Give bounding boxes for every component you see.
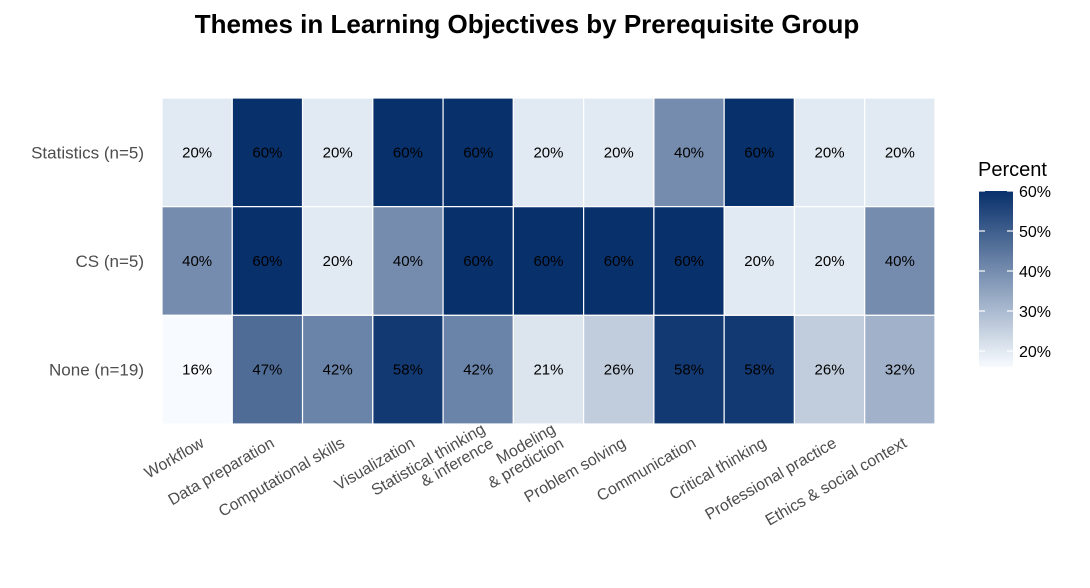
heatmap-cell — [723, 314, 796, 425]
column-label: Statistical thinking& inference — [369, 421, 497, 514]
cell-value-label: 60% — [533, 253, 563, 270]
heatmap-cell — [653, 97, 725, 208]
heatmap-cell — [864, 314, 936, 425]
heatmap-cell — [231, 97, 304, 208]
cell-value-label: 60% — [463, 253, 493, 270]
chart-title: Themes in Learning Objectives by Prerequ… — [195, 9, 860, 39]
cell-value-label: 20% — [182, 144, 212, 161]
heatmap-cell — [793, 206, 866, 316]
heatmap-cell — [161, 97, 233, 208]
column-label: Computational skills — [216, 435, 348, 521]
heatmap-cell — [442, 206, 514, 316]
row-label: Statistics (n=5) — [31, 143, 144, 162]
row-labels: Statistics (n=5) CS (n=5) None (n=19) — [31, 143, 144, 379]
cell-value-label: 40% — [674, 144, 704, 161]
cell-value-label: 26% — [604, 362, 634, 379]
heatmap-cell — [442, 314, 514, 425]
cell-value-label: 20% — [885, 144, 915, 161]
cell-value-label: 20% — [604, 144, 634, 161]
heatmap-cell — [161, 314, 233, 425]
cell-value-label: 32% — [885, 362, 915, 379]
legend-ticks: 60% 50% 40% 30% 20% — [979, 184, 1051, 361]
heatmap-cell — [372, 97, 444, 208]
heatmap-cell — [301, 206, 374, 316]
cell-value-label: 21% — [533, 362, 563, 379]
heatmap-cell — [301, 97, 374, 208]
heatmap-cell — [653, 206, 725, 316]
cell-value-label: 26% — [815, 362, 845, 379]
heatmap-cells: 20% 60% 20% 60% 60% 20% 20% 40% 60% 20% 20% 40% 60% 2… — [161, 97, 936, 425]
row-label: CS (n=5) — [76, 252, 145, 271]
cell-value-label: 60% — [744, 144, 774, 161]
cell-value-label: 20% — [323, 253, 353, 270]
row-label: None (n=19) — [49, 361, 144, 380]
cell-value-label: 60% — [252, 253, 282, 270]
cell-value-label: 40% — [182, 253, 212, 270]
cell-value-label: 60% — [252, 144, 282, 161]
legend-colorbar — [979, 191, 1013, 367]
cell-value-label: 20% — [533, 144, 563, 161]
heatmap-cell — [512, 314, 585, 425]
cell-value-label: 60% — [393, 144, 423, 161]
cell-value-label: 20% — [323, 144, 353, 161]
cell-value-label: 60% — [674, 253, 704, 270]
heatmap-cell — [512, 97, 585, 208]
cell-value-label: 58% — [393, 362, 423, 379]
legend-tick-label: 30% — [1019, 304, 1051, 321]
heatmap-cell — [583, 206, 655, 316]
heatmap-cell — [723, 206, 796, 316]
cell-value-label: 42% — [323, 362, 353, 379]
legend-title: Percent — [978, 159, 1047, 181]
legend-tick-label: 60% — [1019, 184, 1051, 201]
cell-value-label: 58% — [744, 362, 774, 379]
cell-value-label: 60% — [463, 144, 493, 161]
cell-value-label: 40% — [885, 253, 915, 270]
cell-value-label: 20% — [815, 253, 845, 270]
cell-value-label: 20% — [815, 144, 845, 161]
cell-value-label: 60% — [604, 253, 634, 270]
heatmap-cell — [864, 97, 936, 208]
heatmap-cell — [864, 206, 936, 316]
cell-value-label: 58% — [674, 362, 704, 379]
cell-value-label: 47% — [252, 362, 282, 379]
legend-tick-label: 20% — [1019, 344, 1051, 361]
heatmap-cell — [161, 206, 233, 316]
heatmap-cell — [512, 206, 585, 316]
cell-value-label: 16% — [182, 362, 212, 379]
cell-value-label: 42% — [463, 362, 493, 379]
legend-tick-label: 40% — [1019, 264, 1051, 281]
legend: Percent 60% 50% 40% 30% 20% — [978, 159, 1051, 367]
legend-tick-label: 50% — [1019, 224, 1051, 241]
heatmap-cell — [583, 314, 655, 425]
heatmap-cell — [301, 314, 374, 425]
cell-value-label: 40% — [393, 253, 423, 270]
heatmap-cell — [793, 97, 866, 208]
cell-value-label: 20% — [744, 253, 774, 270]
